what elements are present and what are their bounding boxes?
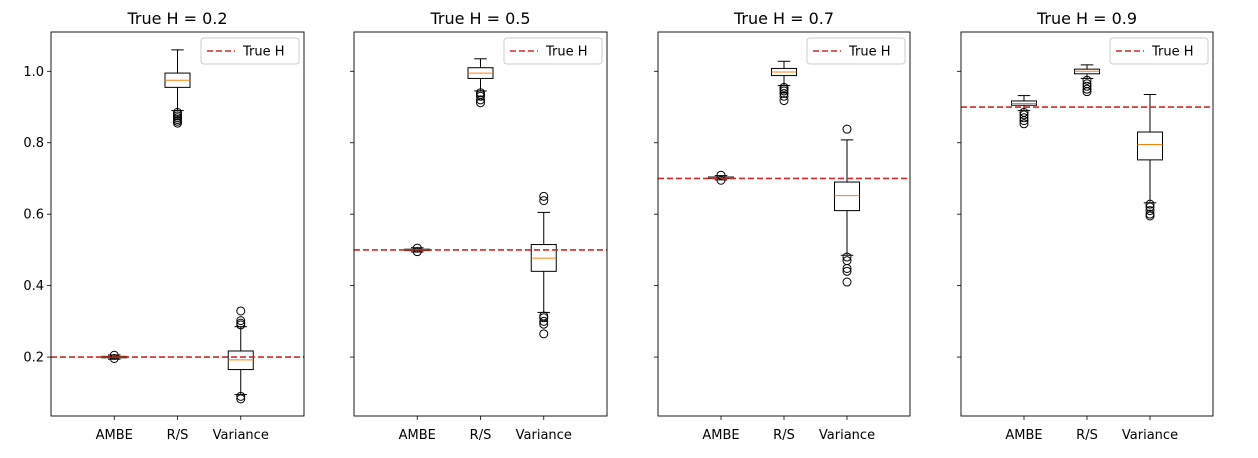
outlier-point [412,243,422,253]
legend: True H [1109,37,1209,65]
boxplot-ambe [1011,95,1037,129]
outlier-point [1019,119,1029,129]
legend-frame [200,37,300,65]
outlier-point [1082,75,1092,85]
legend-label: True H [242,45,285,60]
outlier-point [1019,113,1029,123]
outlier-point [539,191,549,201]
legend-label: True H [1151,45,1194,60]
legend: True H [200,37,300,65]
legend-frame [1109,37,1209,65]
subplot-4: True H = 0.9 AMBE R/S Variance True H [957,9,1214,443]
outlier-point [1145,199,1155,209]
legend-label: True H [545,45,588,60]
subplot-2: True H = 0.5 AMBE R/S Variance True H [350,9,608,443]
outlier-point [173,118,182,128]
outlier-point [842,252,852,262]
outlier-point [1082,87,1092,97]
outlier-point [779,86,789,96]
legend-frame [503,37,603,65]
outlier-point [842,263,852,273]
outlier-point [716,175,726,185]
subplot-title: True H = 0.2 [126,9,227,28]
boxplot-rs [771,60,797,106]
x-tick-label: Variance [516,428,572,443]
outlier-point [476,95,485,105]
x-tick-label: AMBE [96,428,133,443]
outlier-point [412,247,422,257]
outlier-point [1019,116,1029,126]
axes-frame [657,31,911,417]
boxplot-rs [467,58,494,108]
boxplot-rs [164,49,191,128]
outlier-point [539,196,549,206]
boxplot-variance [1137,94,1163,221]
outlier-point [236,316,246,326]
x-tick-label: AMBE [399,428,436,443]
x-tick-label: R/S [1076,428,1098,443]
legend-frame [806,37,906,65]
y-tick-label: 0.2 [23,351,44,366]
y-tick-label: 0.4 [23,279,44,294]
x-tick-label: R/S [167,428,189,443]
outlier-point [236,394,246,404]
axes-frame [960,31,1214,417]
legend: True H [806,37,906,65]
outlier-point [1145,211,1155,221]
legend-label: True H [848,45,891,60]
subplot-1: True H = 0.2 0.2 0.4 0.6 0.8 1.0 AMBE R/S Varian… [23,9,305,443]
y-tick-label: 1.0 [23,65,44,80]
x-tick-label: AMBE [702,428,739,443]
subplot-title: True H = 0.7 [733,9,834,28]
boxplot-rs [1074,64,1100,97]
outlier-point [236,318,246,328]
outlier-point [476,91,485,101]
outlier-point [779,88,789,98]
axes-frame [353,31,608,417]
subplot-title: True H = 0.5 [429,9,530,28]
outlier-point [539,319,549,329]
outlier-point [842,124,852,134]
legend: True H [503,37,603,65]
x-tick-label: AMBE [1005,428,1042,443]
outlier-point [109,350,119,360]
subplot-title: True H = 0.9 [1036,9,1137,28]
outlier-point [539,329,549,339]
outlier-point [1145,206,1155,216]
outlier-point [842,266,852,276]
boxplot-variance [834,124,860,287]
outlier-point [236,306,246,316]
outlier-point [842,277,852,287]
outlier-point [1019,110,1029,120]
outlier-point [1082,81,1092,91]
y-tick-label: 0.8 [23,136,44,151]
outlier-point [236,391,246,401]
outlier-point [109,353,119,363]
outlier-point [1082,84,1092,94]
x-tick-label: R/S [470,428,492,443]
x-tick-label: Variance [213,428,269,443]
boxplot-variance [530,191,557,339]
x-tick-label: Variance [819,428,875,443]
iqr-box [1137,131,1163,161]
y-tick-label: 0.6 [23,208,44,223]
iqr-box [834,181,860,212]
outlier-point [539,313,549,323]
boxplot-variance [227,306,254,404]
outlier-point [779,96,789,106]
x-tick-label: R/S [773,428,795,443]
outlier-point [539,316,549,326]
outlier-point [1145,202,1155,212]
axes-frame [50,31,305,417]
subplot-3: True H = 0.7 AMBE R/S Variance True H [654,9,911,443]
outlier-point [779,91,789,101]
outlier-point [476,98,485,108]
x-tick-label: Variance [1122,428,1178,443]
